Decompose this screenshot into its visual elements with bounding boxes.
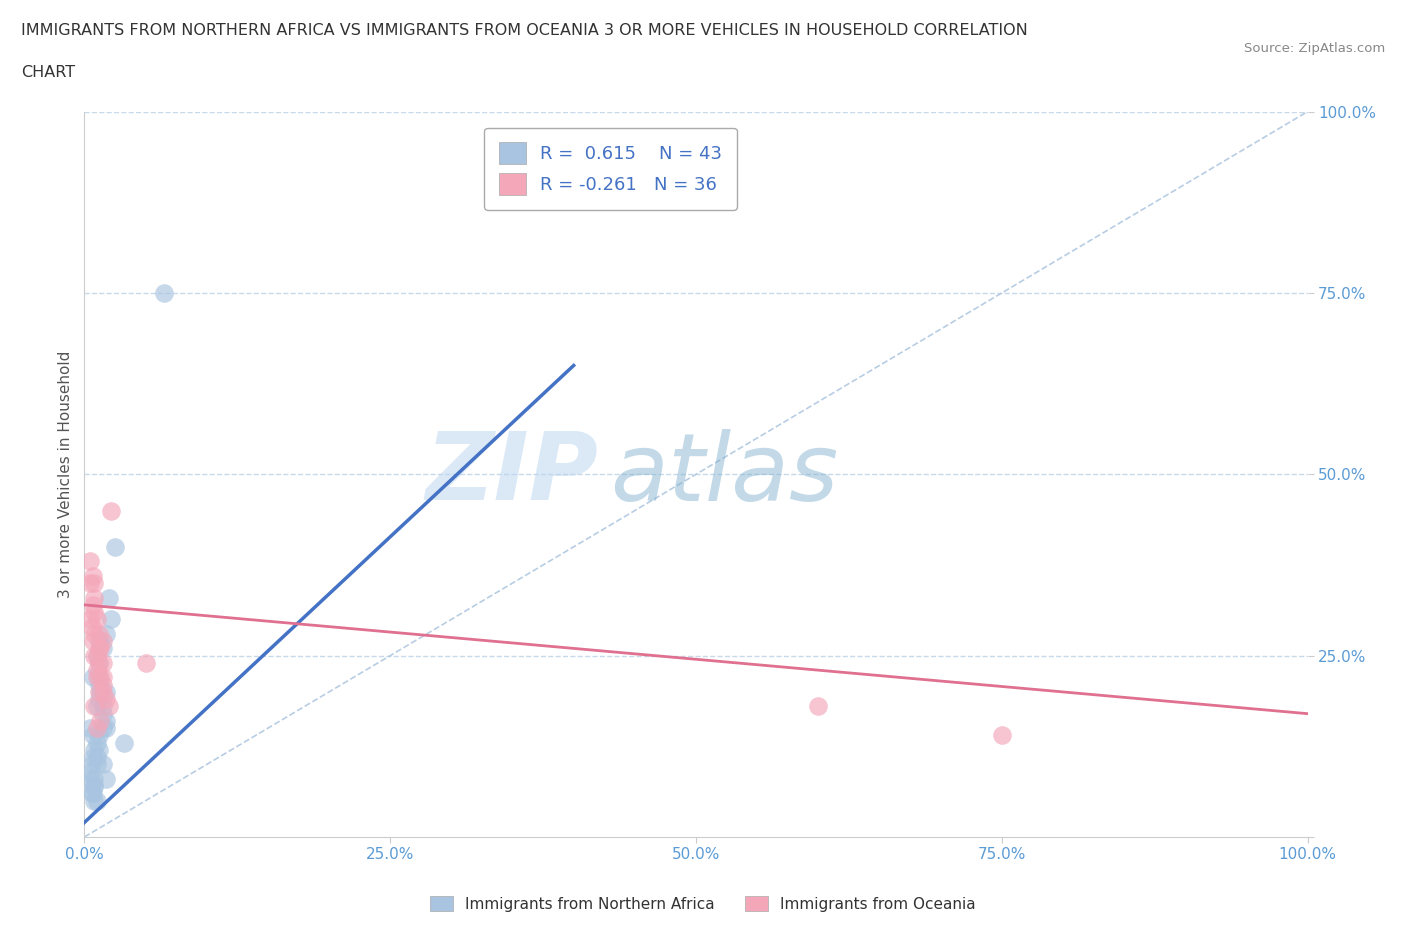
Point [97, 699, 120, 714]
Point [83, 778, 105, 793]
Point [87, 627, 110, 642]
Point [80, 786, 103, 801]
Point [86, 699, 108, 714]
Point [79, 764, 101, 779]
Point [86, 757, 108, 772]
Point [87, 633, 110, 648]
Point [97, 591, 120, 605]
Point [153, 286, 176, 300]
Y-axis label: 3 or more Vehicles in Household: 3 or more Vehicles in Household [58, 351, 73, 598]
Point [86, 750, 108, 764]
Point [79, 772, 101, 787]
Point [87, 656, 110, 671]
Point [86, 648, 108, 663]
Point [83, 648, 105, 663]
Point [991, 728, 1014, 743]
Point [91, 684, 114, 699]
Point [87, 742, 110, 757]
Point [83, 627, 105, 642]
Point [91, 641, 114, 656]
Legend: R =  0.615    N = 43, R = -0.261   N = 36: R = 0.615 N = 43, R = -0.261 N = 36 [484, 128, 737, 210]
Point [87, 670, 110, 684]
Point [80, 619, 103, 634]
Point [91, 721, 114, 736]
Point [82, 786, 104, 801]
Point [91, 633, 114, 648]
Point [87, 641, 110, 656]
Text: Source: ZipAtlas.com: Source: ZipAtlas.com [1244, 42, 1385, 55]
Point [83, 604, 105, 619]
Point [79, 612, 101, 627]
Text: IMMIGRANTS FROM NORTHERN AFRICA VS IMMIGRANTS FROM OCEANIA 3 OR MORE VEHICLES IN: IMMIGRANTS FROM NORTHERN AFRICA VS IMMIG… [21, 23, 1028, 38]
Point [89, 684, 111, 699]
Point [91, 699, 114, 714]
Point [83, 778, 105, 793]
Legend: Immigrants from Northern Africa, Immigrants from Oceania: Immigrants from Northern Africa, Immigra… [423, 889, 983, 918]
Point [82, 633, 104, 648]
Point [83, 793, 105, 808]
Point [100, 503, 122, 518]
Point [86, 663, 108, 678]
Point [87, 684, 110, 699]
Point [86, 648, 108, 663]
Point [89, 670, 111, 684]
Point [83, 742, 105, 757]
Point [86, 670, 108, 684]
Text: atlas: atlas [610, 429, 838, 520]
Point [96, 721, 118, 736]
Point [96, 692, 118, 707]
Point [86, 793, 108, 808]
Text: CHART: CHART [21, 65, 75, 80]
Point [100, 612, 122, 627]
Point [104, 539, 127, 554]
Point [83, 699, 105, 714]
Point [82, 728, 104, 743]
Point [89, 713, 111, 728]
Point [91, 706, 114, 721]
Point [91, 677, 114, 692]
Point [83, 591, 105, 605]
Point [79, 554, 101, 569]
Point [91, 670, 114, 684]
Point [87, 677, 110, 692]
Point [96, 713, 118, 728]
Point [87, 656, 110, 671]
Point [135, 656, 157, 671]
Point [807, 699, 830, 714]
Point [87, 692, 110, 707]
Point [82, 750, 104, 764]
Point [82, 568, 104, 583]
Point [96, 772, 118, 787]
Point [112, 736, 135, 751]
Text: ZIP: ZIP [425, 429, 598, 520]
Point [83, 576, 105, 591]
Point [86, 736, 108, 751]
Point [96, 627, 118, 642]
Point [86, 612, 108, 627]
Point [82, 670, 104, 684]
Point [89, 641, 111, 656]
Point [79, 721, 101, 736]
Point [87, 728, 110, 743]
Point [79, 576, 101, 591]
Point [91, 656, 114, 671]
Point [91, 757, 114, 772]
Point [83, 772, 105, 787]
Point [80, 757, 103, 772]
Point [96, 684, 118, 699]
Point [86, 721, 108, 736]
Point [82, 597, 104, 612]
